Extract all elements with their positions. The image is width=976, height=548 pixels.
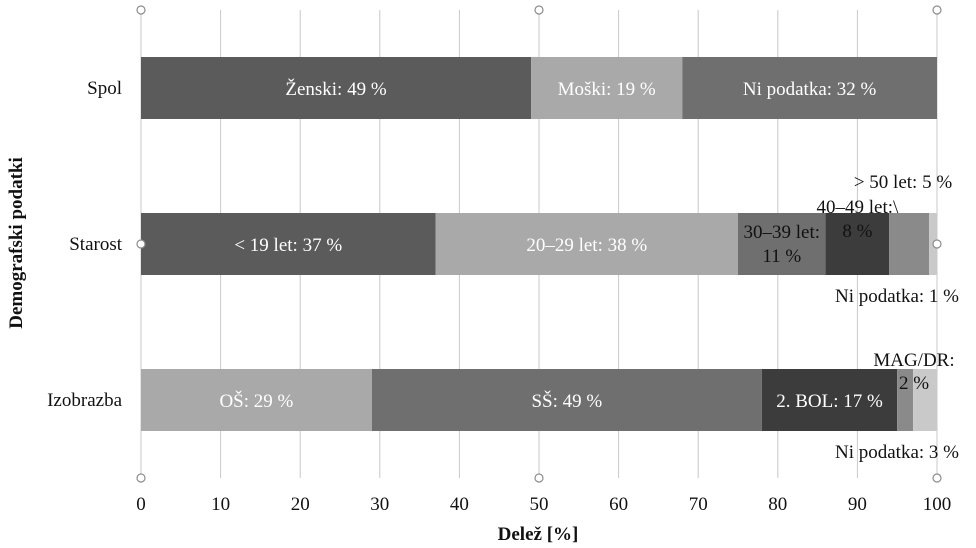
bars (141, 57, 937, 431)
x-tick-label: 100 (923, 494, 952, 515)
x-tick-label: 90 (848, 494, 867, 515)
bar-segment (141, 369, 372, 431)
resize-handle[interactable] (932, 473, 942, 483)
bar-segment (141, 57, 532, 119)
segment-label: 20–29 let: 38 % (526, 235, 647, 256)
x-tick-label: 30 (370, 494, 389, 515)
segment-label: Ženski: 49 % (285, 78, 386, 100)
bar-segment (825, 213, 890, 275)
x-tick-label: 40 (450, 494, 469, 515)
segment-label: SŠ: 49 % (531, 390, 602, 412)
bar-segment (738, 213, 826, 275)
category-labels: Spol Starost Izobrazba (47, 78, 123, 411)
segment-label: Ni podatka: 1 % (835, 286, 959, 307)
bar-segment (682, 57, 937, 119)
bar-segment (435, 213, 738, 275)
segment-label: OŠ: 29 % (219, 390, 293, 412)
bar-segment (141, 213, 436, 275)
segment-labels: Ženski: 49 % Moški: 19 % Ni podatka: 32 % <… (219, 78, 959, 463)
x-tick-labels: 0 10 20 30 40 50 60 70 80 90 100 (136, 494, 951, 515)
x-tick-label: 10 (211, 494, 230, 515)
bar-segment (897, 369, 914, 431)
bar-segment (889, 213, 930, 275)
segment-label: 2. BOL: 17 % (776, 391, 883, 412)
resize-handle[interactable] (534, 473, 544, 483)
selection-handles[interactable] (136, 5, 942, 483)
segment-label: Ni podatka: 3 % (835, 442, 959, 463)
x-tick-label: 0 (136, 494, 146, 515)
resize-handle[interactable] (136, 239, 146, 249)
resize-handle[interactable] (534, 5, 544, 15)
bar-segment (761, 369, 898, 431)
bar-segment (531, 57, 683, 119)
resize-handle[interactable] (932, 5, 942, 15)
category-label: Spol (87, 78, 122, 99)
segment-label: 40–49 let:\ (816, 197, 899, 218)
segment-label: 30–39 let: (744, 222, 821, 243)
x-tick-label: 20 (291, 494, 310, 515)
segment-label: 2 % (899, 373, 929, 394)
x-tick-label: 70 (689, 494, 708, 515)
y-axis-title: Demografski podatki (6, 157, 27, 329)
category-label: Izobrazba (47, 390, 122, 411)
bar-segment (371, 369, 762, 431)
segment-label: Ni podatka: 32 % (743, 79, 877, 100)
x-tick-label: 80 (768, 494, 787, 515)
segment-label: < 19 let: 37 % (234, 235, 342, 256)
x-axis-title: Delež [%] (498, 524, 579, 545)
segment-label: 11 % (762, 246, 801, 267)
bar-segment (913, 369, 937, 431)
segment-label: MAG/DR: (873, 350, 954, 371)
resize-handle[interactable] (932, 239, 942, 249)
segment-label: > 50 let: 5 % (854, 172, 952, 193)
segment-label: 8 % (842, 221, 872, 242)
x-tick-label: 50 (530, 494, 549, 515)
resize-handle[interactable] (136, 473, 146, 483)
resize-handle[interactable] (136, 5, 146, 15)
category-label: Starost (69, 234, 123, 255)
x-tick-label: 60 (609, 494, 628, 515)
segment-label: Moški: 19 % (558, 79, 656, 100)
